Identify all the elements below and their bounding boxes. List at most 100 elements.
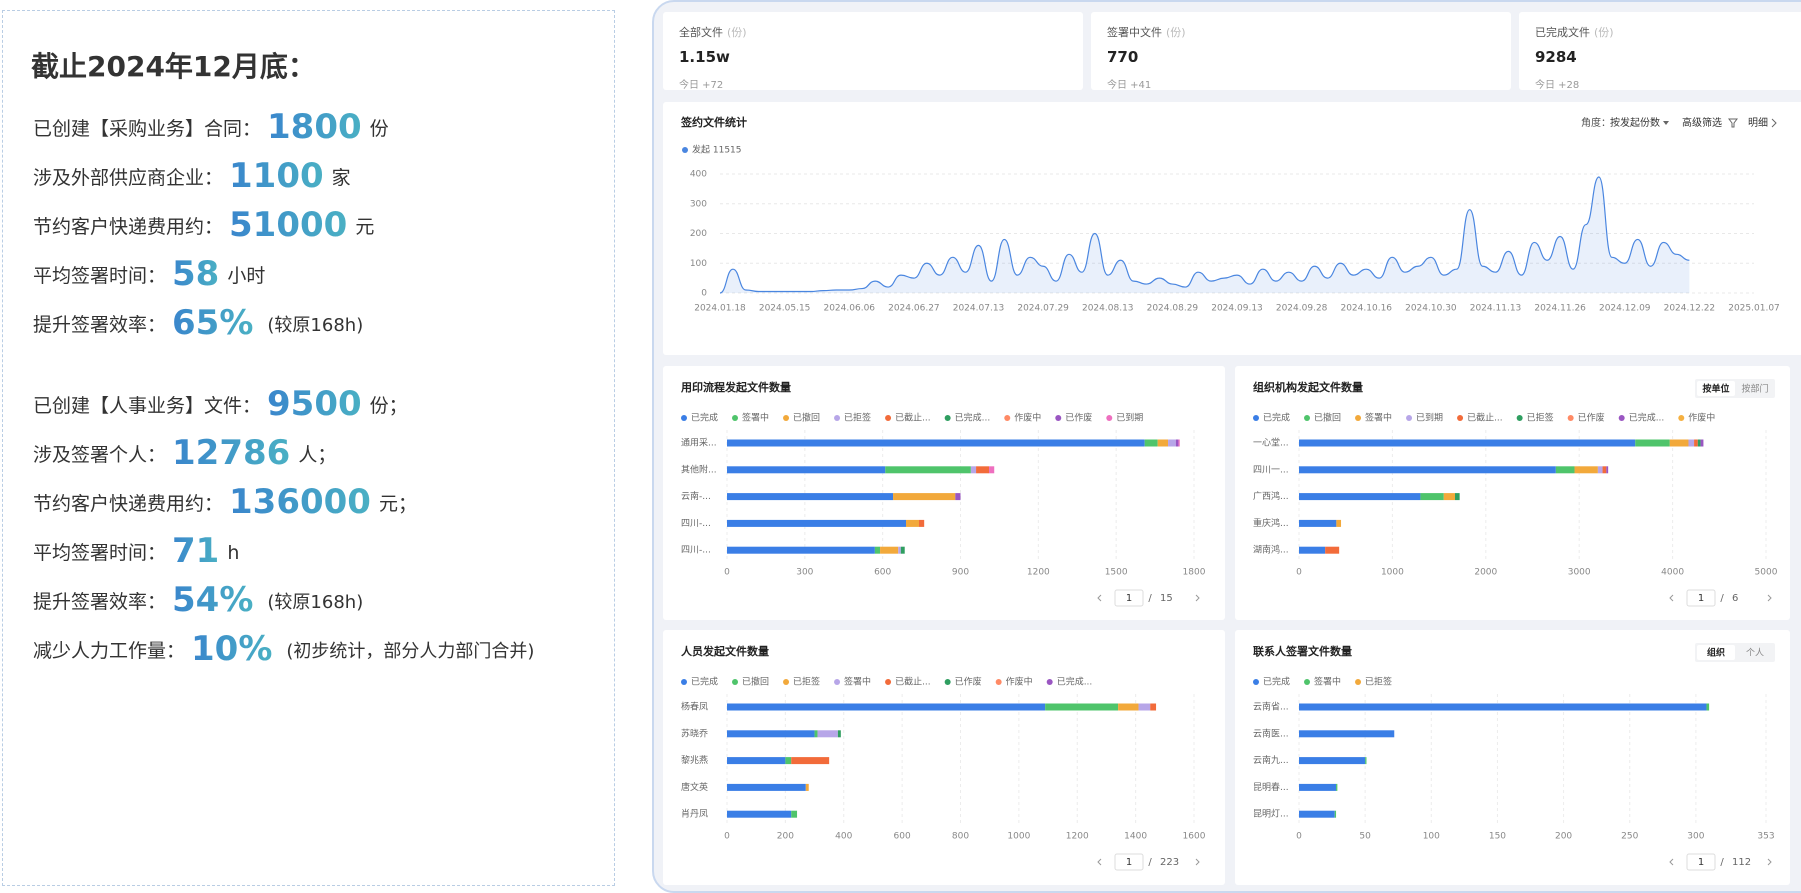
legend-dot bbox=[944, 415, 951, 421]
detail-button[interactable]: 明细 bbox=[1748, 116, 1768, 129]
x-tick-label: 600 bbox=[874, 568, 891, 578]
legend-label[interactable]: 已完成... bbox=[1057, 676, 1093, 688]
pager-page[interactable]: 1 bbox=[1126, 593, 1132, 604]
pager-page[interactable]: 1 bbox=[1126, 857, 1132, 868]
legend-label[interactable]: 已拒签 bbox=[844, 412, 871, 424]
pager-total: 6 bbox=[1732, 593, 1738, 604]
legend-label[interactable]: 已到期 bbox=[1116, 412, 1143, 424]
item-unit: 人； bbox=[298, 444, 337, 466]
x-tick-label: 1400 bbox=[1124, 832, 1147, 842]
legend-label[interactable]: 已截止... bbox=[895, 676, 931, 688]
legend-label[interactable]: 已截止... bbox=[1467, 412, 1503, 424]
pager-next[interactable] bbox=[1767, 594, 1772, 602]
pager-page[interactable]: 1 bbox=[1698, 857, 1704, 868]
legend-label[interactable]: 作废中 bbox=[1014, 412, 1041, 424]
pager-prev[interactable] bbox=[1097, 858, 1102, 866]
pager-prev[interactable] bbox=[1669, 594, 1674, 602]
bar-segment bbox=[727, 783, 806, 791]
toggle-option[interactable]: 组织 bbox=[1707, 647, 1725, 659]
legend-label[interactable]: 已完成 bbox=[691, 676, 718, 688]
legend-label[interactable]: 已作废 bbox=[1065, 412, 1092, 424]
legend-label[interactable]: 已拒签 bbox=[793, 676, 820, 688]
legend-label[interactable]: 已到期 bbox=[1416, 412, 1443, 424]
pager-sep: / bbox=[1720, 593, 1724, 604]
bar-segment bbox=[970, 466, 977, 474]
item-unit: (较原168h) bbox=[267, 315, 364, 336]
stat-today: 今日 +28 bbox=[1535, 80, 1580, 91]
y-tick-label: 其他附... bbox=[681, 463, 717, 475]
bar-segment bbox=[1635, 439, 1670, 447]
item-value: 12786 bbox=[172, 433, 291, 473]
legend-label[interactable]: 已撤回 bbox=[793, 412, 820, 424]
summary-item: 提升签署效率： 65% (较原168h) bbox=[33, 303, 363, 343]
y-tick-label: 唐文英 bbox=[681, 781, 708, 793]
legend-label[interactable]: 已完成... bbox=[1629, 412, 1665, 424]
pager-box bbox=[1686, 589, 1716, 607]
legend-dot bbox=[783, 415, 790, 421]
legend-label[interactable]: 作废中 bbox=[1688, 412, 1715, 424]
legend-label[interactable]: 签署中 bbox=[844, 676, 871, 688]
x-tick-label: 2024.09.28 bbox=[1276, 304, 1328, 314]
item-label: 提升签署效率： bbox=[33, 314, 167, 336]
x-tick-label: 1200 bbox=[1066, 832, 1089, 842]
legend-label[interactable]: 已作废 bbox=[1578, 412, 1605, 424]
stat-label: 全部文件 (份) bbox=[679, 24, 747, 40]
item-label: 涉及签署个人： bbox=[33, 444, 167, 466]
legend-label[interactable]: 已拒签 bbox=[1365, 676, 1392, 688]
legend-label[interactable]: 已完成... bbox=[955, 412, 991, 424]
x-tick-label: 1800 bbox=[1183, 568, 1206, 578]
stat-today: 今日 +72 bbox=[679, 80, 724, 91]
toggle-option[interactable]: 按部门 bbox=[1741, 383, 1768, 395]
stat-label: 已完成文件 (份) bbox=[1535, 24, 1614, 40]
item-value: 65% bbox=[172, 303, 254, 343]
legend-label[interactable]: 已完成 bbox=[691, 412, 718, 424]
y-tick-label: 300 bbox=[690, 199, 707, 209]
item-value: 10% bbox=[191, 629, 273, 669]
x-tick-label: 2024.06.06 bbox=[823, 304, 875, 314]
legend-label[interactable]: 已完成 bbox=[1263, 412, 1290, 424]
pager-next[interactable] bbox=[1195, 594, 1200, 602]
pager-page[interactable]: 1 bbox=[1698, 593, 1704, 604]
legend-label[interactable]: 已截止... bbox=[895, 412, 931, 424]
bar-segment bbox=[727, 810, 792, 818]
legend-label[interactable]: 签署中 bbox=[1314, 676, 1341, 688]
x-tick-label: 50 bbox=[1359, 832, 1371, 842]
legend-label[interactable]: 已完成 bbox=[1263, 676, 1290, 688]
legend-label[interactable]: 已作废 bbox=[955, 676, 982, 688]
y-tick-label: 湖南鸿... bbox=[1253, 544, 1289, 556]
item-unit: 份； bbox=[369, 395, 408, 417]
control-value[interactable]: 按发起份数 bbox=[1610, 116, 1660, 129]
toggle-option[interactable]: 个人 bbox=[1746, 648, 1764, 659]
pager-next[interactable] bbox=[1767, 858, 1772, 866]
legend-label[interactable]: 已撤回 bbox=[1314, 412, 1341, 424]
pager-sep: / bbox=[1148, 857, 1152, 868]
stat-value: 770 bbox=[1107, 48, 1139, 66]
stat-label: 签署中文件 (份) bbox=[1107, 24, 1186, 40]
legend-label[interactable]: 签署中 bbox=[1365, 412, 1392, 424]
pager-total: 15 bbox=[1160, 593, 1173, 604]
pager-prev[interactable] bbox=[1669, 858, 1674, 866]
pager-prev[interactable] bbox=[1097, 594, 1102, 602]
bar-segment bbox=[1299, 810, 1335, 818]
bar-segment bbox=[1299, 493, 1421, 501]
legend-dot bbox=[1457, 415, 1464, 421]
pager-total: 223 bbox=[1160, 857, 1179, 868]
bar-segment bbox=[727, 546, 875, 554]
bar-segment bbox=[1299, 703, 1707, 711]
legend-dot bbox=[834, 415, 841, 421]
pager-next[interactable] bbox=[1195, 858, 1200, 866]
legend-dot bbox=[1406, 415, 1413, 421]
bar-segment bbox=[918, 519, 925, 527]
legend-label[interactable]: 签署中 bbox=[742, 412, 769, 424]
x-tick-label: 2024.09.13 bbox=[1211, 304, 1263, 314]
toggle-option[interactable]: 按单位 bbox=[1702, 383, 1729, 395]
filter-button[interactable]: 高级筛选 bbox=[1682, 116, 1722, 129]
legend-label[interactable]: 已拒签 bbox=[1527, 412, 1554, 424]
x-tick-label: 1000 bbox=[1007, 832, 1030, 842]
x-tick-label: 0 bbox=[724, 568, 730, 578]
bar-segment bbox=[791, 757, 830, 765]
bar-segment bbox=[1157, 439, 1169, 447]
legend-label[interactable]: 作废中 bbox=[1006, 676, 1033, 688]
x-tick-label: 2024.05.15 bbox=[759, 304, 811, 314]
legend-label[interactable]: 已撤回 bbox=[742, 676, 769, 688]
